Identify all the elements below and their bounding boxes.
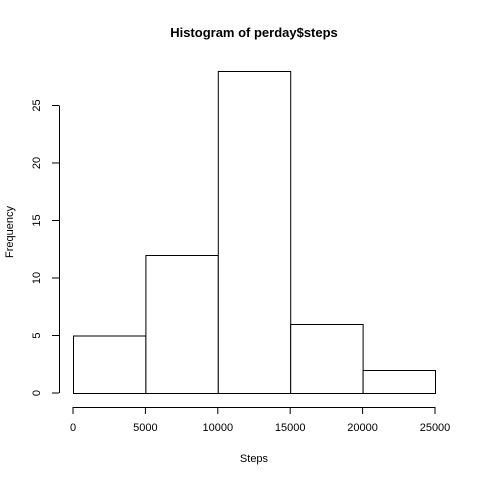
y-tick-label: 25 (31, 99, 43, 111)
histogram-bar (362, 370, 437, 394)
y-axis-label: Frequency (4, 206, 16, 258)
y-tick-label: 15 (31, 214, 43, 226)
x-tick-label: 5000 (133, 422, 157, 434)
x-tick-label: 15000 (275, 422, 306, 434)
x-tick-label: 0 (70, 422, 76, 434)
y-tick-label: 20 (31, 157, 43, 169)
x-tick-label: 10000 (203, 422, 234, 434)
y-axis: 0 5 10 15 20 25 (31, 99, 60, 396)
chart-title: Histogram of perday$steps (170, 25, 338, 40)
bars-group (73, 71, 437, 394)
y-tick-label: 10 (31, 272, 43, 284)
histogram-bar (145, 255, 219, 394)
x-axis: 0 5000 10000 15000 20000 25000 (70, 407, 450, 434)
x-axis-label: Steps (240, 453, 269, 465)
y-tick-label: 0 (31, 390, 43, 396)
histogram-bar (290, 324, 364, 394)
histogram-bar (73, 335, 147, 394)
histogram-bar (217, 71, 292, 394)
x-tick-label: 20000 (347, 422, 378, 434)
x-tick-label: 25000 (420, 422, 451, 434)
y-tick-label: 5 (31, 332, 43, 338)
